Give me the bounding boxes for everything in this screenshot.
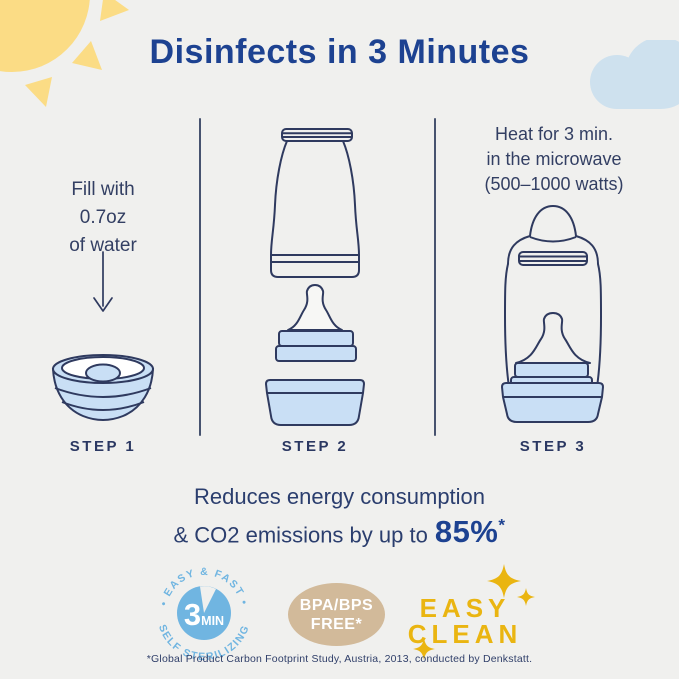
assembled-bottle-illustration — [501, 205, 604, 423]
easy-clean-text: EASY CLEAN — [407, 593, 523, 649]
page-title: Disinfects in 3 Minutes — [149, 33, 530, 71]
step1-instruction: Fill with 0.7oz of water — [69, 179, 137, 256]
step-divider — [199, 118, 201, 436]
sterilizer-bowl-illustration — [51, 354, 155, 422]
claim-line2: & CO2 emissions by up to 85%* — [173, 514, 506, 550]
step3-label: STEP 3 — [519, 438, 587, 455]
easy-clean-badge: EASY CLEAN — [405, 562, 550, 662]
self-sterilizing-badge: • EASY & FAST • SELF STERILIZING 3MIN — [156, 566, 251, 663]
sparkle-icon — [413, 638, 435, 660]
cloud-icon — [590, 40, 679, 109]
sun-icon — [0, 0, 129, 107]
footnote: *Global Product Carbon Footprint Study, … — [146, 653, 533, 665]
claim-line1: Reduces energy consumption — [193, 484, 486, 509]
badge-minutes-unit: MIN — [201, 614, 224, 628]
step1-label: STEP 1 — [69, 438, 137, 455]
step2-label: STEP 2 — [281, 438, 349, 455]
bottle-parts-illustration — [265, 128, 365, 426]
svg-text:3MIN: 3MIN — [184, 597, 224, 632]
step-divider — [434, 118, 436, 436]
claim-asterisk: * — [498, 516, 506, 535]
sparkle-icon — [487, 564, 521, 598]
down-arrow-icon — [93, 251, 113, 312]
energy-claim: Reduces energy consumption & CO2 emissio… — [0, 483, 679, 551]
badge-minutes-number: 3 — [184, 597, 201, 632]
sparkle-icon — [517, 588, 535, 606]
bpa-free-badge: BPA/BPS FREE* — [288, 583, 385, 646]
clock-wedge-icon — [200, 586, 216, 613]
step3-instruction: Heat for 3 min. in the microwave (500–10… — [484, 124, 624, 194]
claim-highlight: 85%* — [434, 514, 506, 550]
